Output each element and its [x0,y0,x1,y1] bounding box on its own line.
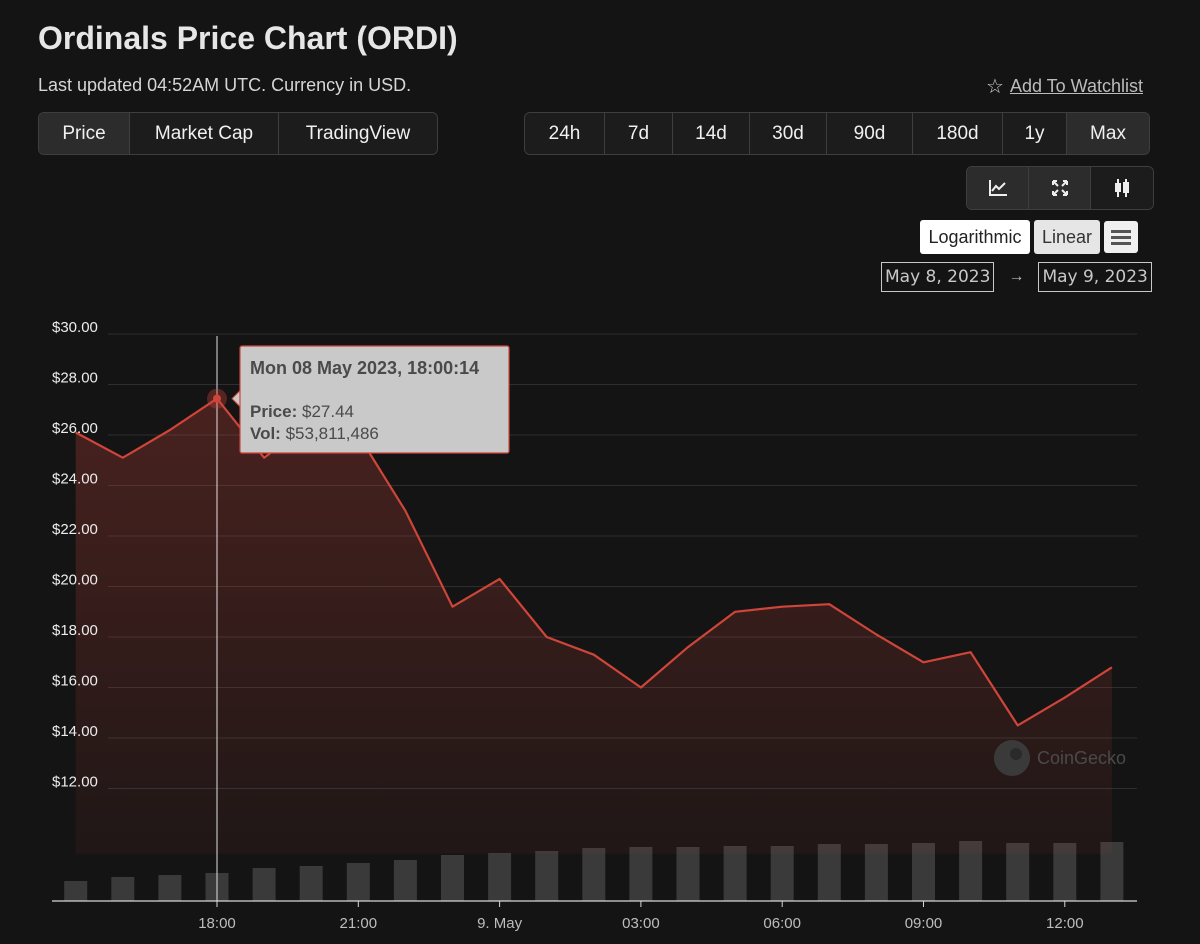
tooltip-vol-value: $53,811,486 [286,424,379,443]
menu-icon-bar [1111,229,1131,233]
menu-icon-bar [1111,241,1131,245]
volume-bar [111,877,135,901]
y-tick-label: $22.00 [52,521,98,538]
volume-bar [864,844,888,901]
volume-bar [393,860,417,901]
tooltip-volume: Vol: $53,811,486 [250,424,379,443]
x-tick-label: 06:00 [763,915,801,932]
volume-bar [64,881,88,901]
time-range-selector: 24h 7d 14d 30d 90d 180d 1y Max [524,112,1150,155]
range-7d[interactable]: 7d [605,113,673,154]
chart-tools [966,166,1154,210]
watermark-text: CoinGecko [1037,748,1126,768]
x-tick-label: 09:00 [905,915,943,932]
volume-bar [912,843,935,901]
volume-bar [535,851,559,901]
coingecko-logo-eye [1010,748,1022,760]
volume-bar [158,875,182,901]
y-tick-label: $30.00 [52,319,98,336]
volume-bar [1006,843,1030,901]
expand-icon [1051,180,1068,196]
tooltip-price: Price: $27.44 [250,402,354,421]
range-30d[interactable]: 30d [750,113,827,154]
volume-bar [676,847,700,901]
x-tick-label: 03:00 [622,915,660,932]
linear-button[interactable]: Linear [1034,220,1100,254]
candlestick-icon [1115,179,1129,197]
price-area [75,398,1112,854]
date-range: May 8, 2023 → May 9, 2023 [881,262,1152,292]
date-to-input[interactable]: May 9, 2023 [1038,262,1152,292]
volume-bar [629,847,653,901]
range-90d[interactable]: 90d [827,113,913,154]
star-icon: ☆ [986,76,1004,98]
line-chart-icon [988,180,1007,196]
line-chart-button[interactable] [967,167,1029,209]
y-tick-label: $18.00 [52,622,98,639]
x-tick-label: 18:00 [198,915,236,932]
tooltip-date: Mon 08 May 2023, 18:00:14 [250,358,479,378]
page-title: Ordinals Price Chart (ORDI) [38,20,458,56]
chart-menu-button[interactable] [1104,221,1138,253]
tooltip-price-value: $27.44 [302,402,354,421]
volume-bar [1100,842,1124,901]
chart-type-tabs: Price Market Cap TradingView [38,112,438,155]
hover-marker [213,394,221,403]
last-updated-text: Last updated 04:52AM UTC. Currency in US… [38,75,412,95]
volume-bar [959,841,983,901]
range-180d[interactable]: 180d [913,113,1003,154]
range-14d[interactable]: 14d [673,113,750,154]
volume-bar [299,866,323,901]
scale-controls: Logarithmic Linear [920,220,1138,254]
arrow-right-icon: → [1008,268,1025,285]
x-tick-label: 21:00 [340,915,378,932]
y-tick-label: $14.00 [52,723,98,740]
date-from-input[interactable]: May 8, 2023 [881,262,995,292]
x-tick-label: 12:00 [1046,915,1084,932]
tooltip: Mon 08 May 2023, 18:00:14 Price: $27.44 Vo… [231,345,510,454]
volume-bar [488,853,512,901]
y-tick-label: $26.00 [52,420,98,437]
volume-bar [346,863,370,901]
logarithmic-button[interactable]: Logarithmic [920,220,1030,254]
y-tick-label: $20.00 [52,572,98,589]
volume-bar [723,846,747,901]
tooltip-vol-label: Vol: [250,424,286,443]
candlestick-button[interactable] [1091,167,1153,209]
y-tick-label: $12.00 [52,774,98,791]
tooltip-price-label: Price: [250,402,302,421]
tooltip-box [239,345,510,454]
range-1y[interactable]: 1y [1003,113,1067,154]
range-max[interactable]: Max [1067,113,1149,154]
tab-price[interactable]: Price [39,113,130,154]
volume-bar [817,844,841,901]
tab-market-cap[interactable]: Market Cap [130,113,279,154]
y-tick-label: $16.00 [52,673,98,690]
fullscreen-button[interactable] [1029,167,1091,209]
volume-bar [252,868,276,901]
tab-tradingview[interactable]: TradingView [279,113,437,154]
volume-bar [582,848,606,901]
menu-icon-bar [1111,235,1131,239]
volume-bar [770,846,794,901]
y-tick-label: $24.00 [52,471,98,488]
y-tick-label: $28.00 [52,370,98,387]
volume-bar [441,855,464,901]
volume-bar [1053,843,1077,901]
range-24h[interactable]: 24h [525,113,605,154]
tooltip-pointer [231,389,241,408]
add-to-watchlist-link[interactable]: ☆ Add To Watchlist [986,74,1143,99]
x-tick-label: 9. May [477,915,523,932]
watchlist-label: Add To Watchlist [1009,76,1143,96]
